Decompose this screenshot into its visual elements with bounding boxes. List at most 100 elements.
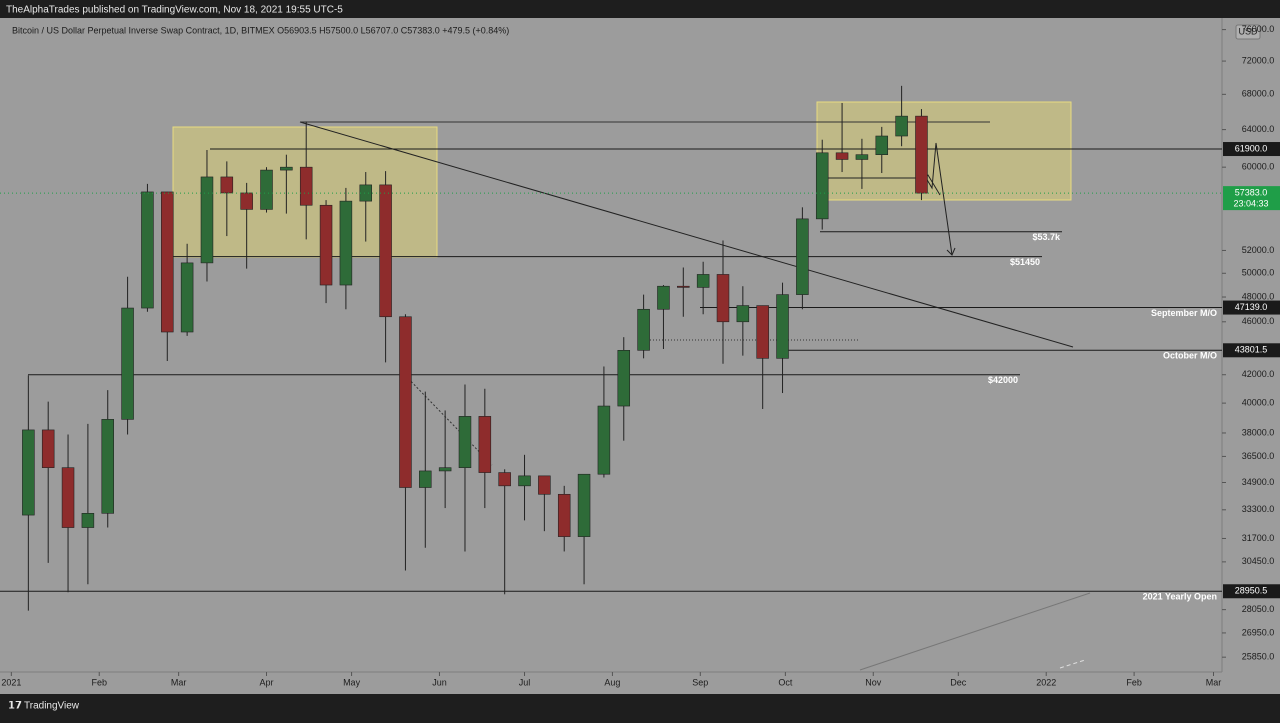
trend-line bbox=[299, 121, 1074, 348]
publisher: TheAlphaTrades published on TradingView.… bbox=[6, 5, 343, 16]
x-tick-label: Aug bbox=[604, 677, 620, 687]
level-text: 2021 Yearly Open bbox=[1143, 592, 1217, 602]
x-tick-label: Feb bbox=[1126, 677, 1142, 687]
candle-body bbox=[419, 470, 432, 488]
candle-body bbox=[518, 475, 531, 487]
level-price: 43801.5 bbox=[1235, 345, 1268, 355]
candle-body bbox=[696, 274, 710, 288]
candle-body bbox=[895, 115, 908, 137]
y-tick-label: 60000.0 bbox=[1242, 162, 1275, 172]
y-tick-label: 33300.0 bbox=[1242, 504, 1275, 514]
x-tick-label: Jul bbox=[519, 677, 531, 687]
level-price: 47139.0 bbox=[1235, 302, 1268, 312]
y-tick-label: 40000.0 bbox=[1242, 397, 1275, 407]
candle-body bbox=[637, 308, 650, 351]
level-text: $42000 bbox=[988, 375, 1018, 385]
candle-body bbox=[716, 274, 730, 323]
x-tick-label: Feb bbox=[91, 677, 107, 687]
x-tick-label: Sep bbox=[692, 677, 708, 687]
candle-body bbox=[260, 169, 273, 210]
logo: 𝟭𝟳 bbox=[8, 701, 22, 712]
level-text: October M/O bbox=[1163, 351, 1217, 361]
y-tick-label: 26950.0 bbox=[1242, 627, 1275, 637]
level-price: 28950.5 bbox=[1235, 586, 1268, 596]
candle-body bbox=[339, 200, 353, 286]
range-box bbox=[816, 101, 1072, 201]
y-tick-label: 48000.0 bbox=[1242, 291, 1275, 301]
level-price-box bbox=[1223, 142, 1280, 157]
candle-body bbox=[815, 152, 829, 220]
y-tick-label: 68000.0 bbox=[1242, 89, 1275, 99]
candle-body bbox=[617, 350, 631, 407]
arrow-head bbox=[946, 247, 956, 256]
candle-body bbox=[180, 262, 194, 333]
countdown: 23:04:33 bbox=[1233, 198, 1268, 208]
x-tick-label: Mar bbox=[1206, 677, 1222, 687]
level-price-box bbox=[1223, 584, 1280, 599]
y-tick-label: 28050.0 bbox=[1242, 604, 1275, 614]
x-tick-label: Oct bbox=[778, 677, 793, 687]
candle-body bbox=[41, 429, 55, 468]
y-tick-label: 46000.0 bbox=[1242, 316, 1275, 326]
x-tick-label: May bbox=[343, 677, 361, 687]
level-text: $53.7k bbox=[1032, 232, 1061, 242]
x-tick-label: Apr bbox=[260, 677, 274, 687]
y-tick-label: 31700.0 bbox=[1242, 533, 1275, 543]
current-price-box bbox=[1223, 186, 1280, 211]
candle-body bbox=[498, 472, 511, 487]
candle-body bbox=[835, 152, 849, 160]
candle-body bbox=[141, 191, 154, 309]
candle-body bbox=[796, 218, 809, 295]
candle-body bbox=[438, 467, 452, 472]
candle-body bbox=[240, 192, 253, 210]
brand: TradingView bbox=[24, 701, 80, 712]
candle-body bbox=[478, 416, 492, 473]
candle-body bbox=[280, 166, 293, 171]
candle-body bbox=[538, 475, 551, 495]
y-tick-label: 30450.0 bbox=[1242, 556, 1275, 566]
y-tick-label: 38000.0 bbox=[1242, 427, 1275, 437]
candle-body bbox=[101, 419, 114, 514]
candle-body bbox=[677, 285, 690, 288]
candle-body bbox=[597, 405, 611, 475]
candle-body bbox=[379, 184, 392, 318]
y-tick-label: 50000.0 bbox=[1242, 268, 1275, 278]
currency-button[interactable] bbox=[1235, 24, 1261, 40]
level-price: 61900.0 bbox=[1235, 143, 1268, 153]
candle-body bbox=[200, 176, 214, 264]
candle-body bbox=[657, 285, 670, 310]
projection-arrow bbox=[826, 142, 953, 256]
x-tick-label: Dec bbox=[950, 677, 967, 687]
candle-body bbox=[220, 176, 234, 194]
candle-body bbox=[161, 191, 174, 333]
candle-body bbox=[736, 305, 750, 323]
ray bbox=[1059, 659, 1086, 669]
x-tick-label: Nov bbox=[865, 677, 882, 687]
candle-body bbox=[855, 154, 869, 160]
candle-body bbox=[776, 294, 789, 359]
level-text: September M/O bbox=[1151, 308, 1217, 318]
plot-bg bbox=[0, 18, 1280, 694]
x-tick-label: 2022 bbox=[1036, 677, 1056, 687]
candle-body bbox=[299, 166, 313, 206]
currency[interactable]: USD bbox=[1238, 26, 1258, 36]
candle-body bbox=[359, 184, 373, 202]
y-tick-label: 25850.0 bbox=[1242, 652, 1275, 662]
y-tick-label: 64000.0 bbox=[1242, 124, 1275, 134]
y-tick-label: 42000.0 bbox=[1242, 369, 1275, 379]
y-tick-label: 36500.0 bbox=[1242, 451, 1275, 461]
y-tick-label: 52000.0 bbox=[1242, 245, 1275, 255]
candle-body bbox=[458, 416, 472, 468]
candle-body bbox=[319, 204, 333, 286]
candle-body bbox=[557, 493, 571, 537]
candle-body bbox=[81, 513, 95, 528]
candle-body bbox=[399, 316, 412, 488]
current-price: 57383.0 bbox=[1235, 187, 1268, 197]
candle-body bbox=[121, 307, 134, 420]
footer-bar bbox=[0, 694, 1280, 718]
x-tick-label: Jun bbox=[432, 677, 447, 687]
level-price-box bbox=[1223, 343, 1280, 358]
y-tick-label: 34900.0 bbox=[1242, 477, 1275, 487]
marks: 76000.0 72000.0 68000.0 64000.0 60000.0 52000… bbox=[0, 24, 1274, 687]
